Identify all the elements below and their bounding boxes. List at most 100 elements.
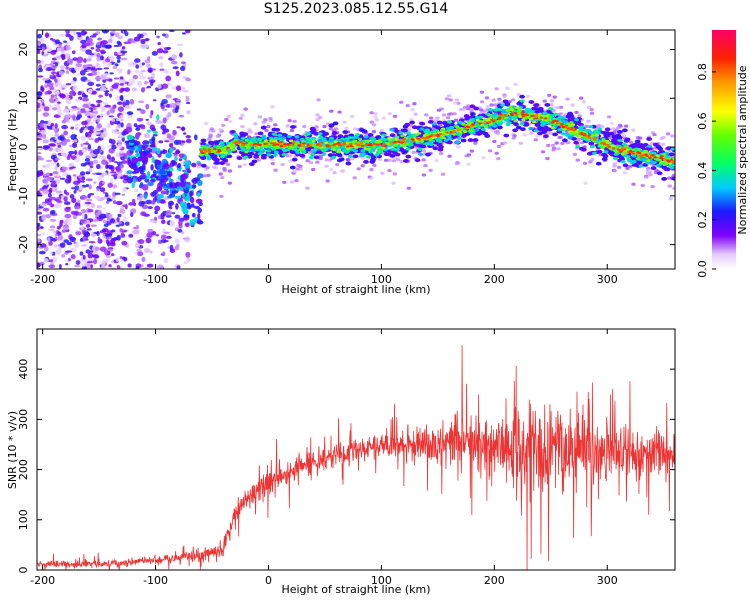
spectrogram-halo-cell [513,82,518,86]
spectrogram-ridge-cell [311,136,317,140]
spectrogram-ridge-cell [374,153,380,157]
spectrogram-ridge-cell [435,125,442,130]
spectrogram-noise-cell [42,133,47,139]
spectrogram-halo-cell [446,94,452,98]
spectrogram-noise-cell [72,214,77,220]
spectrogram-ridge-cell [562,138,568,143]
spectrogram-noise-cell [65,263,69,266]
spectrogram-halo-cell [584,124,589,129]
spectrogram-ridge-cell [382,143,386,146]
spectrogram-ridge-cell [618,155,625,160]
spectrogram-noise-cell [133,123,138,128]
spectrogram-halo-cell [371,130,377,134]
spectrogram-halo-cell [209,127,214,131]
spectrogram-ridge-cell [389,128,395,132]
spectrogram-ridge-cell [617,129,623,134]
spectrogram-noise-cell [110,218,115,224]
spectrogram-noise-cell [69,90,76,96]
spectrogram-noise-cell [96,123,102,129]
spectrogram-ridge-cell [455,140,460,144]
spectrogram-transition-cell [135,150,138,154]
spectrogram-halo-cell [464,154,469,158]
spectrogram-noise-cell [67,99,71,105]
spectrogram-transition-cell [152,170,159,175]
spectrogram-noise-cell [80,224,84,230]
spectrogram-ridge-cell [654,158,660,161]
spectrogram-noise-cell [131,87,137,92]
spectrogram-ridge-cell [451,130,455,134]
spectrogram-ridge-cell [236,141,240,144]
spectrogram-noise-cell [180,127,186,131]
spectrogram-noise-cell [104,234,110,237]
spectrogram-ridge-cell [436,120,443,125]
spectrogram-ridge-cell [447,120,452,124]
spectrogram-noise-cell [56,200,63,204]
spectrogram-halo-cell [329,167,334,171]
spectrogram-halo-cell [342,120,347,124]
spectrogram-ridge-cell [286,143,290,146]
spectrogram-ridge-cell [432,146,439,151]
spectrogram-ridge-cell [462,130,468,133]
spectrogram-noise-cell [134,58,141,63]
spectrogram-ridge-cell [456,136,462,140]
spectrogram-noise-cell [100,84,107,88]
spectrogram-noise-cell [84,42,91,47]
spectrogram-noise-cell [81,213,85,219]
spectrogram-halo-cell [454,98,459,102]
spectrogram-noise-cell [125,221,130,226]
spectrogram-noise-cell [158,140,164,144]
spectrogram-ridge-cell [221,146,226,150]
spectrogram-ridge-cell [394,152,401,157]
spectrogram-transition-cell [171,190,179,194]
x-tick-label: -100 [143,574,168,587]
spectrogram-noise-cell [105,255,112,258]
spectrogram-ridge-cell [219,161,226,166]
spectrogram-noise-cell [167,112,172,118]
spectrogram-noise-cell [106,123,111,129]
spectrogram-transition-cell [185,209,188,213]
spectrogram-transition-cell [125,126,133,133]
spectrogram-halo-cell [542,99,547,103]
spectrogram-ridge-cell [560,132,566,136]
spectrogram-halo-cell [405,104,410,108]
spectrogram-noise-cell [123,30,127,34]
spectrogram-transition-cell [197,207,202,214]
spectrogram-halo-cell [502,93,507,97]
x-tick-label: 300 [597,273,618,286]
y-tick-label: -10 [17,187,30,205]
spectrogram-ridge-cell [275,143,280,146]
spectrogram-noise-cell [37,59,41,64]
spectrogram-ridge-cell [591,133,596,137]
spectrogram-noise-cell [74,150,78,156]
spectrogram-halo-cell [628,140,634,144]
spectrogram-halo-cell [387,158,392,162]
spectrogram-noise-cell [129,98,135,105]
spectrogram-ridge-cell [484,125,489,129]
spectrogram-halo-cell [387,112,392,116]
spectrogram-halo-cell [289,180,295,184]
spectrogram-halo-cell [672,186,675,190]
spectrogram-halo-cell [622,171,628,175]
spectrogram-ridge-cell [619,150,623,153]
spectrogram-ridge-cell [653,156,658,159]
spectrogram-ridge-cell [490,118,494,121]
spectrogram-halo-cell [220,176,225,180]
spectrogram-halo-cell [287,119,292,123]
spectrogram-halo-cell [549,103,554,107]
spectrogram-noise-cell [124,87,130,92]
spectrogram-noise-cell [120,50,128,54]
spectrogram-ridge-cell [405,154,412,159]
spectrogram-ridge-cell [239,131,246,136]
spectrogram-x-ticks: -200 -100 0 100 200 300 [30,30,618,286]
x-tick-label: -200 [30,273,55,286]
spectrogram-ridge-cell [655,154,660,157]
spectrogram-halo-cell [596,124,601,129]
spectrogram-transition-cell [197,179,203,186]
spectrogram-transition-cell [191,212,196,218]
spectrogram-ridge-cell [631,152,636,155]
spectrogram-halo-cell [452,112,457,116]
spectrogram-noise-cell [69,35,74,41]
spectrogram-noise-cell [99,49,106,54]
spectrogram-ridge-cell [574,118,580,122]
spectrogram-noise-cell [68,150,75,155]
